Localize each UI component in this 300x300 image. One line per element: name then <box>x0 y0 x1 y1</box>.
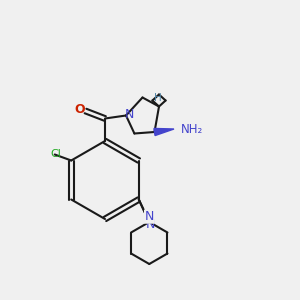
Text: N: N <box>125 107 134 121</box>
Text: N: N <box>145 210 154 223</box>
Polygon shape <box>154 128 174 136</box>
Text: Cl: Cl <box>51 149 62 160</box>
Text: O: O <box>75 103 86 116</box>
Text: H: H <box>154 93 161 103</box>
Text: N: N <box>146 218 155 232</box>
Text: NH₂: NH₂ <box>181 122 203 136</box>
